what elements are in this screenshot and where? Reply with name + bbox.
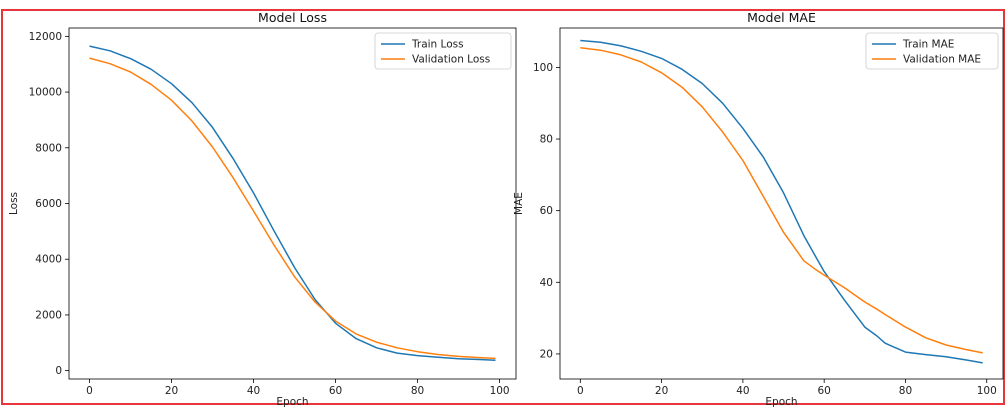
plot-area bbox=[559, 27, 1004, 380]
chart-title: Model Loss bbox=[258, 10, 327, 25]
x-axis-label: Epoch bbox=[276, 396, 308, 407]
chart-title: Model MAE bbox=[747, 10, 816, 25]
y-tick-label: 6000 bbox=[35, 198, 62, 210]
x-tick-label: 0 bbox=[577, 385, 584, 397]
y-axis-label: MAE bbox=[513, 192, 525, 215]
y-tick-label: 80 bbox=[540, 134, 553, 146]
x-tick-label: 100 bbox=[490, 385, 510, 397]
y-tick-label: 20 bbox=[540, 348, 553, 360]
x-tick-label: 80 bbox=[411, 385, 424, 397]
legend-label-train: Train Loss bbox=[411, 39, 464, 51]
x-tick-label: 60 bbox=[329, 385, 342, 397]
legend-label-validation: Validation Loss bbox=[412, 54, 490, 66]
legend: Train MAE Validation MAE bbox=[865, 32, 999, 70]
x-tick-label: 0 bbox=[86, 385, 93, 397]
y-tick-label: 40 bbox=[540, 277, 553, 289]
y-tick-label: 60 bbox=[540, 205, 553, 217]
x-axis-label: Epoch bbox=[765, 396, 797, 407]
y-tick-label: 4000 bbox=[35, 254, 62, 266]
y-axis-label: Loss bbox=[8, 192, 20, 215]
x-tick-label: 40 bbox=[736, 385, 749, 397]
series-line-train bbox=[580, 39, 983, 364]
y-tick-label: 2000 bbox=[35, 309, 62, 321]
x-tick-label: 20 bbox=[165, 385, 178, 397]
chart-panel-2: Model MAE 0 20 40 60 80 100 20 40 60 80 100 Epoch MAE… bbox=[513, 10, 1004, 407]
legend-box bbox=[865, 32, 999, 70]
legend-label-train: Train MAE bbox=[902, 39, 954, 51]
series-line-train bbox=[89, 45, 496, 362]
legend-label-validation: Validation MAE bbox=[903, 54, 981, 66]
x-tick-label: 60 bbox=[817, 385, 830, 397]
series-line-validation bbox=[580, 46, 983, 354]
x-tick-label: 80 bbox=[899, 385, 912, 397]
series-line-validation bbox=[89, 57, 496, 360]
legend: Train Loss Validation Loss bbox=[374, 32, 512, 70]
plot-area bbox=[68, 27, 517, 380]
legend-box bbox=[374, 32, 512, 70]
y-tick-label: 10000 bbox=[29, 87, 62, 99]
y-tick-label: 0 bbox=[55, 365, 62, 377]
x-tick-label: 20 bbox=[655, 385, 668, 397]
x-tick-label: 100 bbox=[977, 385, 997, 397]
y-tick-label: 8000 bbox=[35, 142, 62, 154]
y-tick-label: 12000 bbox=[29, 31, 62, 43]
x-tick-label: 40 bbox=[247, 385, 260, 397]
y-tick-label: 100 bbox=[533, 62, 553, 74]
chart-panel-1: Model Loss 0 20 40 60 80 100 0 2000 4000 6000 8000 1… bbox=[8, 10, 517, 407]
figure-frame bbox=[1, 9, 1005, 405]
